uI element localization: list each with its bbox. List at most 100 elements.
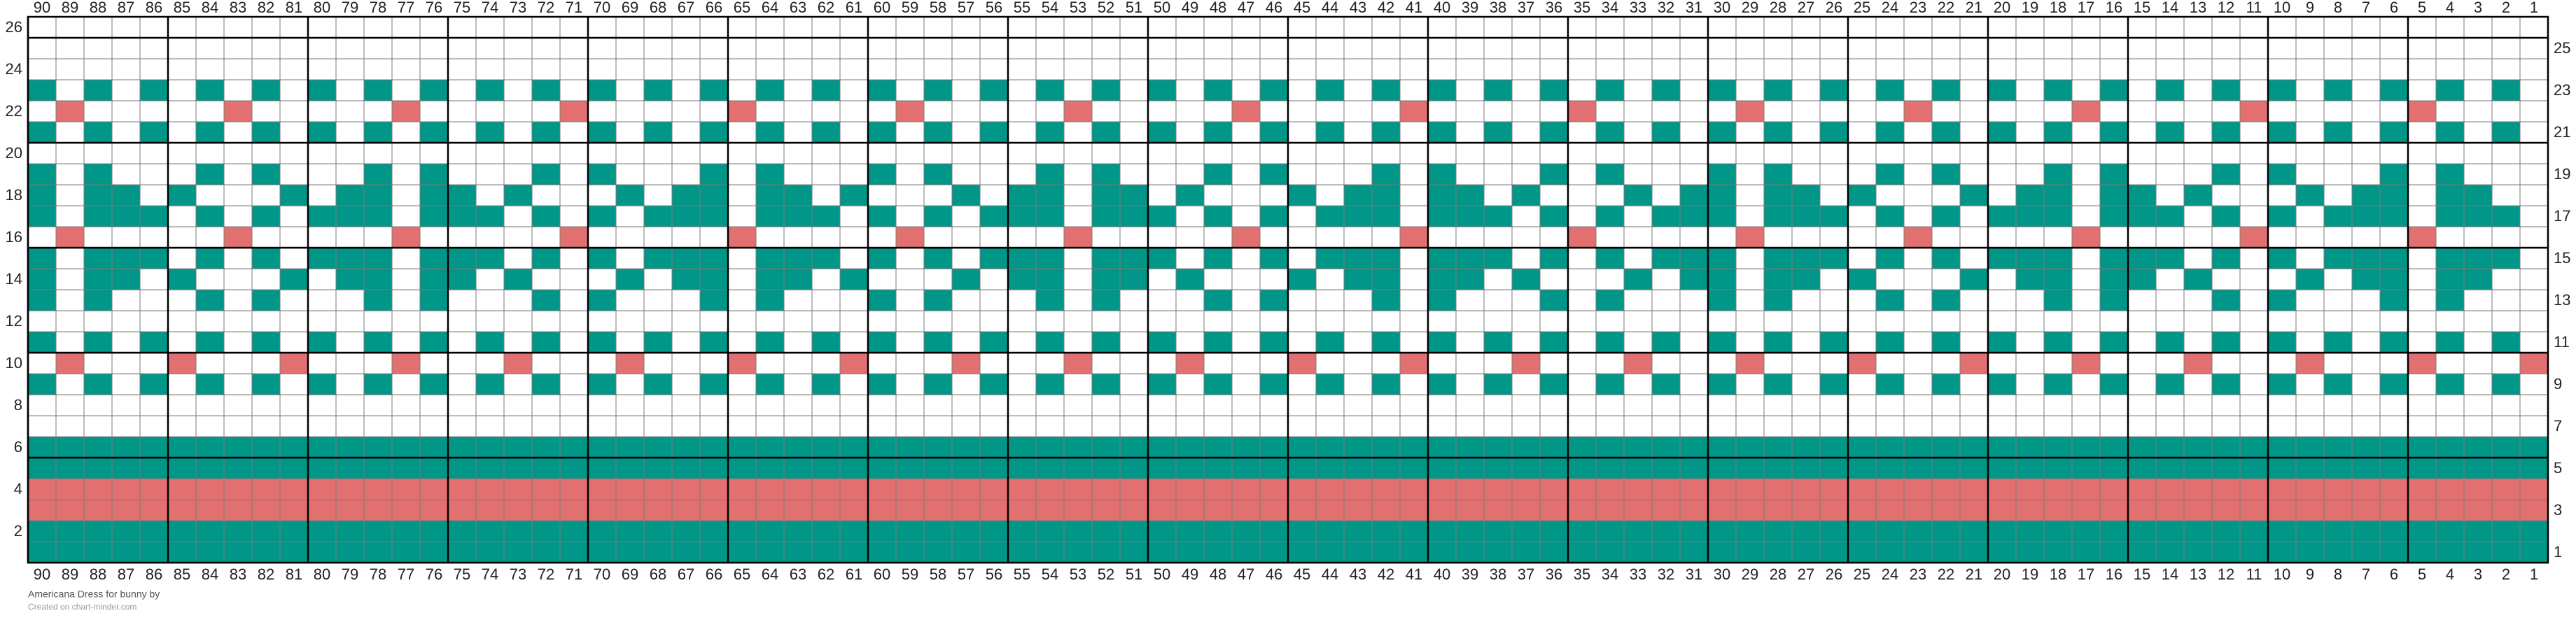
cell <box>1875 268 1905 290</box>
cell <box>1147 373 1177 395</box>
cell <box>1147 37 1177 59</box>
column-label-top: 56 <box>986 0 1002 16</box>
cell <box>923 352 953 374</box>
cell <box>1623 457 1653 479</box>
column-label-top: 87 <box>118 0 134 16</box>
cell <box>1175 121 1205 143</box>
cell <box>2323 184 2353 206</box>
cell <box>867 268 897 290</box>
cell <box>2295 520 2325 542</box>
cell <box>1623 352 1653 374</box>
column-label-top: 19 <box>2022 0 2038 16</box>
cell <box>1119 226 1149 248</box>
cell <box>139 457 169 479</box>
cell <box>2071 310 2101 332</box>
column-label-top: 48 <box>1210 0 1226 16</box>
column-label-bottom: 12 <box>2218 566 2234 583</box>
cell <box>1623 247 1653 269</box>
cell <box>1343 79 1373 101</box>
cell <box>195 142 225 164</box>
cell <box>503 415 533 437</box>
cell <box>923 142 953 164</box>
cell <box>1763 268 1793 290</box>
cell <box>811 100 841 122</box>
cell <box>1847 541 1877 563</box>
cell <box>2379 520 2409 542</box>
cell <box>1063 226 1093 248</box>
column-label-top: 73 <box>510 0 526 16</box>
column-label-bottom: 55 <box>1014 566 1030 583</box>
cell <box>27 268 57 290</box>
cell <box>2127 100 2157 122</box>
column-label-bottom: 90 <box>34 566 50 583</box>
cell <box>27 436 57 458</box>
cell <box>1511 520 1541 542</box>
column-label-top: 76 <box>426 0 442 16</box>
cell <box>1707 415 1737 437</box>
cell <box>475 373 505 395</box>
cell <box>867 247 897 269</box>
cell <box>2099 226 2129 248</box>
cell <box>2099 310 2129 332</box>
cell <box>1567 58 1597 80</box>
cell <box>923 520 953 542</box>
cell <box>2519 37 2549 59</box>
cell <box>811 541 841 563</box>
cell <box>923 247 953 269</box>
cell <box>279 331 309 353</box>
cell <box>587 520 617 542</box>
cell <box>1875 247 1905 269</box>
cell <box>587 37 617 59</box>
cell <box>27 184 57 206</box>
cell <box>559 226 589 248</box>
cell <box>839 226 869 248</box>
cell <box>1007 499 1037 521</box>
cell <box>1483 226 1513 248</box>
cell <box>1455 415 1485 437</box>
cell <box>671 352 701 374</box>
cell <box>419 373 449 395</box>
cell <box>2155 16 2185 38</box>
cell <box>1679 142 1709 164</box>
cell <box>1679 289 1709 311</box>
cell <box>391 37 421 59</box>
cell <box>755 310 785 332</box>
cell <box>1931 415 1961 437</box>
cell <box>2519 142 2549 164</box>
cell <box>1791 457 1821 479</box>
cell <box>2071 457 2101 479</box>
cell <box>1763 205 1793 227</box>
cell <box>671 142 701 164</box>
cell <box>727 100 757 122</box>
cell <box>1539 58 1569 80</box>
cell <box>363 268 393 290</box>
cell <box>195 79 225 101</box>
cell <box>335 268 365 290</box>
cell <box>475 247 505 269</box>
cell <box>1511 352 1541 374</box>
cell <box>755 394 785 416</box>
cell <box>755 478 785 500</box>
column-label-bottom: 33 <box>1630 566 1646 583</box>
column-label-top: 29 <box>1742 0 1758 16</box>
cell <box>2491 520 2521 542</box>
cell <box>2043 247 2073 269</box>
cell <box>503 520 533 542</box>
cell <box>1987 142 2017 164</box>
cell <box>27 142 57 164</box>
cell <box>195 457 225 479</box>
cell <box>2183 37 2213 59</box>
cell <box>1623 226 1653 248</box>
cell <box>1455 226 1485 248</box>
cell <box>839 268 869 290</box>
cell <box>335 541 365 563</box>
cell <box>1147 268 1177 290</box>
cell <box>2071 541 2101 563</box>
cell <box>475 16 505 38</box>
cell <box>755 541 785 563</box>
cell <box>2323 121 2353 143</box>
cell <box>419 289 449 311</box>
cell <box>867 121 897 143</box>
cell <box>111 58 141 80</box>
cell <box>1623 541 1653 563</box>
